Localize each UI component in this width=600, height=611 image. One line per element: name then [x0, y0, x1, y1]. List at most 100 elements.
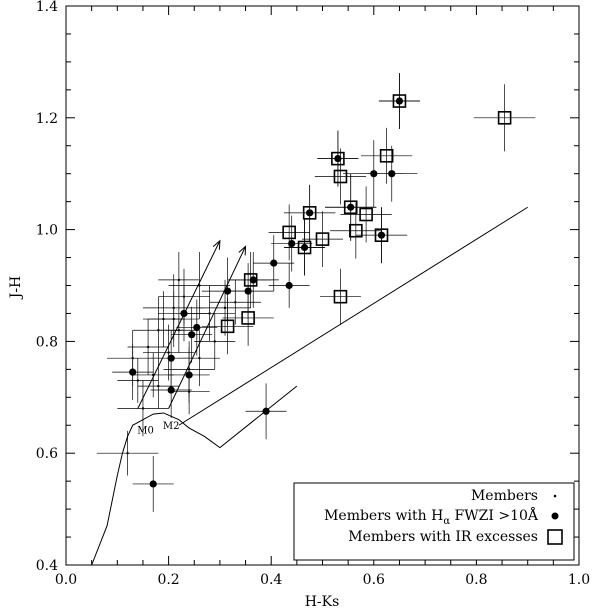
member-point	[136, 379, 140, 382]
halpha-point	[249, 276, 257, 284]
x-axis-title: H-Ks	[305, 594, 340, 610]
ir-excess-point	[315, 232, 330, 246]
halpha-point	[188, 331, 196, 339]
member-point	[187, 390, 191, 393]
halpha-point	[270, 259, 278, 267]
ir-excess-point	[241, 311, 255, 325]
halpha-point	[285, 281, 293, 290]
halpha-point	[370, 170, 378, 178]
ir-excess-point	[349, 223, 363, 238]
legend-marker-members	[553, 494, 557, 498]
member-point	[223, 306, 227, 310]
y-tick-label: 1.2	[36, 111, 58, 127]
ir-excess-point	[297, 240, 312, 255]
halpha-point	[395, 97, 404, 105]
halpha-point	[334, 155, 342, 163]
member-point	[182, 295, 186, 298]
member-point	[198, 356, 201, 360]
y-tick-label: 1.0	[36, 223, 58, 239]
spectral-type-label: M0	[137, 426, 154, 437]
member-point	[146, 345, 150, 349]
dwarf-locus-curve	[91, 385, 298, 566]
member-point	[172, 306, 175, 310]
halpha-point	[185, 371, 193, 379]
spectral-type-label: M2	[163, 421, 180, 432]
y-tick-label: 0.4	[36, 558, 58, 574]
halpha-point	[129, 368, 137, 376]
legend-label-halpha-tail: FWZI >10Å	[450, 506, 539, 524]
member-point	[177, 278, 181, 282]
halpha-point	[193, 323, 201, 332]
reddening-vector-arrowhead	[238, 245, 247, 256]
legend-marker-halpha	[551, 512, 559, 520]
halpha-point	[262, 407, 270, 415]
x-tick-label: 1.0	[568, 572, 590, 588]
halpha-point	[167, 386, 175, 394]
member-point	[157, 329, 160, 332]
legend-box	[293, 482, 575, 561]
ir-excess-point	[302, 206, 317, 220]
axis-ticks	[65, 5, 580, 566]
member-point	[198, 284, 201, 287]
ir-excess-point	[374, 228, 389, 242]
y-tick-label: 1.4	[36, 0, 58, 15]
ir-excess-point	[392, 94, 407, 108]
ir-excess-point	[331, 151, 345, 166]
ir-excess-point	[333, 169, 348, 184]
legend: Members Members with Hα FWZI >10Å Member…	[293, 482, 575, 561]
halpha-point	[347, 203, 355, 211]
member-point	[177, 329, 181, 332]
x-tick-label: 0.6	[363, 572, 385, 588]
axis-tick-labels: 0.0 0.2 0.4 0.6 0.8 1.0 0.4 0.6 0.8 1.0 1.2 1.4	[36, 0, 590, 588]
member-point	[157, 384, 160, 388]
member-point	[162, 317, 165, 321]
reddening-vector-arrowhead	[212, 239, 221, 250]
data-markers	[126, 94, 512, 488]
halpha-point	[288, 239, 296, 248]
ir-excess-point	[343, 200, 358, 215]
annotations: M0 M2	[137, 421, 179, 436]
x-tick-label: 0.2	[157, 572, 179, 588]
ir-excess-point	[359, 207, 373, 222]
halpha-point	[180, 309, 188, 318]
ir-excess-point	[379, 149, 394, 163]
legend-marker-ir	[547, 529, 563, 545]
x-tick-label: 0.4	[260, 572, 282, 588]
y-tick-label: 0.6	[36, 446, 58, 462]
ir-excess-point	[333, 289, 348, 304]
legend-label-halpha-sub: α	[443, 516, 450, 527]
ir-excess-point	[243, 273, 258, 287]
member-point	[234, 301, 237, 304]
ir-excess-point	[220, 319, 235, 334]
ctts-locus-line	[178, 206, 528, 426]
halpha-point	[167, 354, 175, 362]
halpha-point	[377, 231, 386, 239]
member-point	[167, 351, 170, 354]
member-point	[152, 373, 155, 377]
member-point	[208, 312, 211, 315]
ir-excess-point	[282, 225, 296, 240]
x-tick-label: 0.0	[55, 572, 77, 588]
halpha-point	[149, 480, 157, 488]
halpha-point	[306, 209, 314, 217]
legend-label-members: Members	[471, 488, 538, 504]
legend-label-ir: Members with IR excesses	[348, 529, 538, 545]
y-axis-title: J-H	[8, 276, 24, 301]
member-point	[172, 317, 175, 321]
ir-excess-point	[497, 111, 512, 125]
member-point	[187, 368, 191, 371]
x-tick-label: 0.8	[465, 572, 487, 588]
halpha-point	[244, 287, 252, 295]
member-point	[131, 356, 134, 360]
halpha-point	[388, 170, 396, 178]
member-point	[126, 452, 129, 455]
halpha-point	[223, 287, 232, 295]
halpha-point	[300, 243, 309, 252]
legend-label-halpha: Members with Hα FWZI >10Å	[324, 506, 539, 527]
legend-label-halpha-prefix: Members with H	[324, 508, 443, 524]
error-bars	[96, 73, 536, 512]
y-tick-label: 0.8	[36, 334, 58, 350]
plot-frame	[65, 5, 580, 566]
